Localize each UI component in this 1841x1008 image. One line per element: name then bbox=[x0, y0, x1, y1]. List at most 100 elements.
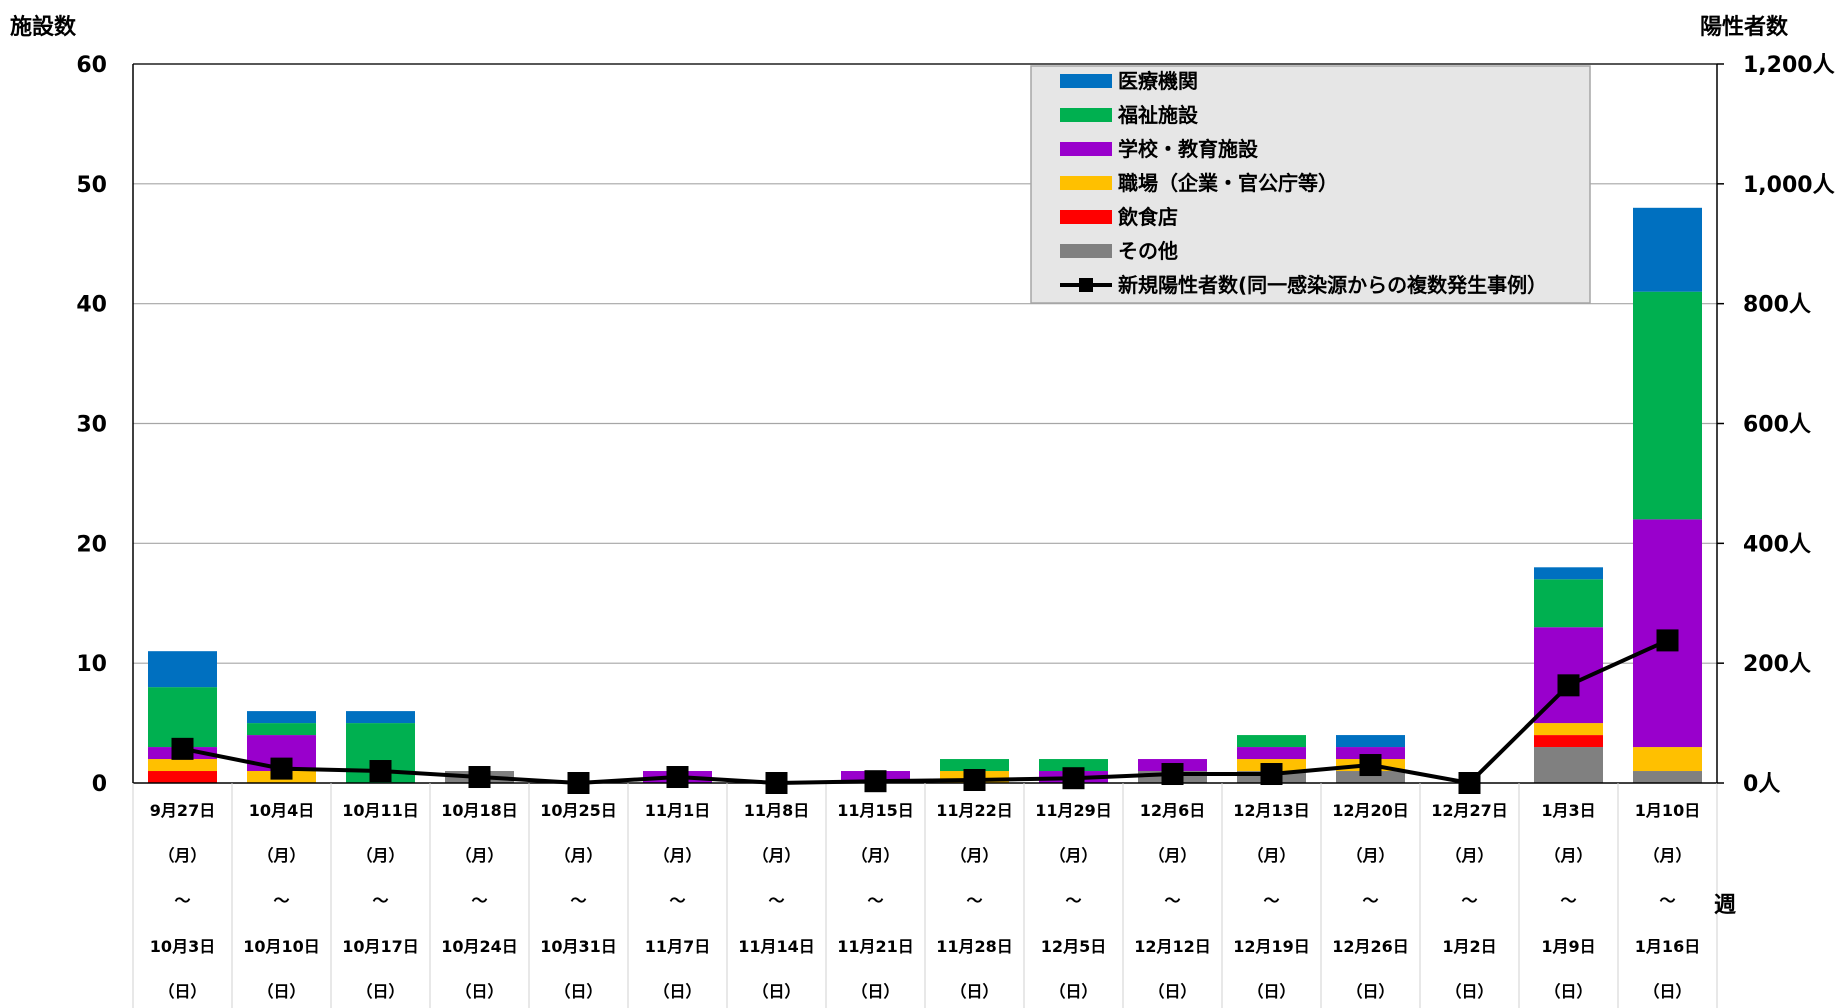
x-tick-label: （日） bbox=[1544, 982, 1592, 1001]
y-left-tick-label: 0 bbox=[92, 772, 107, 797]
legend-swatch bbox=[1060, 108, 1112, 122]
x-tick-label: 10月4日 bbox=[249, 801, 314, 820]
y-left-tick-label: 10 bbox=[76, 652, 107, 677]
bar-segment bbox=[1534, 735, 1603, 748]
x-tick-label: 10月10日 bbox=[243, 937, 320, 956]
x-tick-label: （日） bbox=[653, 982, 701, 1001]
x-category-labels: 9月27日 （月） ～ 10月3日 （日） 10月4日 （月） ～ 10月10日 （日） 10月11… bbox=[150, 801, 1700, 1001]
y-left-tick-label: 40 bbox=[76, 293, 107, 318]
y-right-tick-label: 1,000人 bbox=[1743, 173, 1835, 198]
positives-marker bbox=[270, 757, 293, 780]
positives-marker bbox=[864, 770, 887, 793]
x-tick-label: （月） bbox=[257, 846, 305, 865]
bar-segment bbox=[1534, 747, 1603, 783]
positives-line-path bbox=[182, 638, 1669, 785]
x-tick-label: 11月21日 bbox=[837, 937, 914, 956]
x-tick-label: （日） bbox=[950, 982, 998, 1001]
legend-label: 職場（企業・官公庁等） bbox=[1118, 171, 1338, 195]
x-tick-label: 10月11日 bbox=[342, 801, 419, 820]
x-tick-label: ～ bbox=[570, 891, 586, 910]
x-tick-label: 1月16日 bbox=[1635, 937, 1700, 956]
x-tick-label: （月） bbox=[653, 846, 701, 865]
y-right-tick-label: 200人 bbox=[1743, 652, 1811, 677]
x-tick-label: （月） bbox=[1049, 846, 1097, 865]
bar-segment bbox=[148, 771, 217, 783]
bar-segment bbox=[247, 723, 316, 736]
x-tick-label: ～ bbox=[1263, 891, 1279, 910]
bar-segment bbox=[148, 687, 217, 748]
positives-marker bbox=[1458, 772, 1481, 794]
positives-marker bbox=[1161, 763, 1184, 786]
bar-segment bbox=[1237, 735, 1306, 748]
y-left-tick-label: 20 bbox=[76, 532, 107, 557]
positives-marker bbox=[666, 766, 689, 789]
x-tick-label: 11月14日 bbox=[738, 937, 815, 956]
bar-segment bbox=[1039, 759, 1108, 772]
legend-label: 福祉施設 bbox=[1117, 103, 1199, 127]
x-tick-label: 11月28日 bbox=[936, 937, 1013, 956]
x-tick-label: 9月27日 bbox=[150, 801, 215, 820]
x-tick-label: ～ bbox=[1362, 891, 1378, 910]
x-tick-label: （日） bbox=[1445, 982, 1493, 1001]
x-tick-label: 10月24日 bbox=[441, 937, 518, 956]
x-tick-label: ～ bbox=[372, 891, 388, 910]
x-tick-label: 12月6日 bbox=[1140, 801, 1205, 820]
x-tick-label: ～ bbox=[966, 891, 982, 910]
x-tick-label: 11月22日 bbox=[936, 801, 1013, 820]
y-left-title: 施設数 bbox=[10, 14, 77, 40]
x-tick-label: （月） bbox=[851, 846, 899, 865]
y-left-tick-label: 50 bbox=[76, 173, 107, 198]
y-right-tick-label: 400人 bbox=[1743, 532, 1811, 557]
positives-line bbox=[171, 629, 1679, 794]
positives-marker bbox=[1062, 767, 1085, 790]
x-tick-label: 11月1日 bbox=[645, 801, 710, 820]
x-tick-label: 10月18日 bbox=[441, 801, 518, 820]
x-tick-label: ～ bbox=[273, 891, 289, 910]
bar-segment bbox=[1336, 735, 1405, 748]
bar-segment bbox=[346, 711, 415, 724]
legend-label: 飲食店 bbox=[1117, 205, 1178, 229]
legend-swatch bbox=[1060, 142, 1112, 156]
bar-segment bbox=[247, 711, 316, 724]
positives-marker bbox=[765, 772, 788, 794]
x-tick-label: （日） bbox=[158, 982, 206, 1001]
x-tick-label: 1月2日 bbox=[1442, 937, 1496, 956]
bar-segment bbox=[1336, 771, 1405, 783]
y-left-tick-label: 60 bbox=[76, 53, 107, 78]
bar-segment bbox=[940, 759, 1009, 772]
x-tick-label: （月） bbox=[1247, 846, 1295, 865]
x-tick-label: ～ bbox=[768, 891, 784, 910]
x-tick-label: （日） bbox=[851, 982, 899, 1001]
x-tick-label: ～ bbox=[471, 891, 487, 910]
bar-segment bbox=[1336, 747, 1405, 760]
x-tick-label: 1月9日 bbox=[1541, 937, 1595, 956]
x-tick-label: 1月3日 bbox=[1541, 801, 1595, 820]
positives-marker bbox=[369, 760, 392, 783]
y-left-ticks: 0 10 20 30 40 50 60 bbox=[76, 53, 107, 797]
legend-label: その他 bbox=[1118, 239, 1178, 263]
legend-swatch bbox=[1060, 244, 1112, 258]
x-tick-label: （月） bbox=[158, 846, 206, 865]
x-tick-label: （日） bbox=[554, 982, 602, 1001]
y-right-title: 陽性者数 bbox=[1700, 14, 1789, 40]
x-tick-label: ～ bbox=[1461, 891, 1477, 910]
x-tick-label: 10月31日 bbox=[540, 937, 617, 956]
x-tick-label: 11月15日 bbox=[837, 801, 914, 820]
x-tick-label: 12月12日 bbox=[1134, 937, 1211, 956]
x-tick-label: 10月3日 bbox=[150, 937, 215, 956]
legend-marker bbox=[1079, 278, 1093, 292]
x-tick-label: 1月10日 bbox=[1635, 801, 1700, 820]
bar-segment bbox=[1534, 579, 1603, 628]
x-tick-label: 12月27日 bbox=[1431, 801, 1508, 820]
bar-segment bbox=[1237, 747, 1306, 760]
x-tick-label: ～ bbox=[867, 891, 883, 910]
legend-label: 学校・教育施設 bbox=[1118, 137, 1259, 161]
x-tick-label: ～ bbox=[174, 891, 190, 910]
x-tick-label: （日） bbox=[1148, 982, 1196, 1001]
x-tick-label: 12月19日 bbox=[1233, 937, 1310, 956]
x-tick-label: （日） bbox=[1247, 982, 1295, 1001]
legend-swatch bbox=[1060, 210, 1112, 224]
x-tick-label: 10月17日 bbox=[342, 937, 419, 956]
positives-marker bbox=[963, 769, 986, 792]
